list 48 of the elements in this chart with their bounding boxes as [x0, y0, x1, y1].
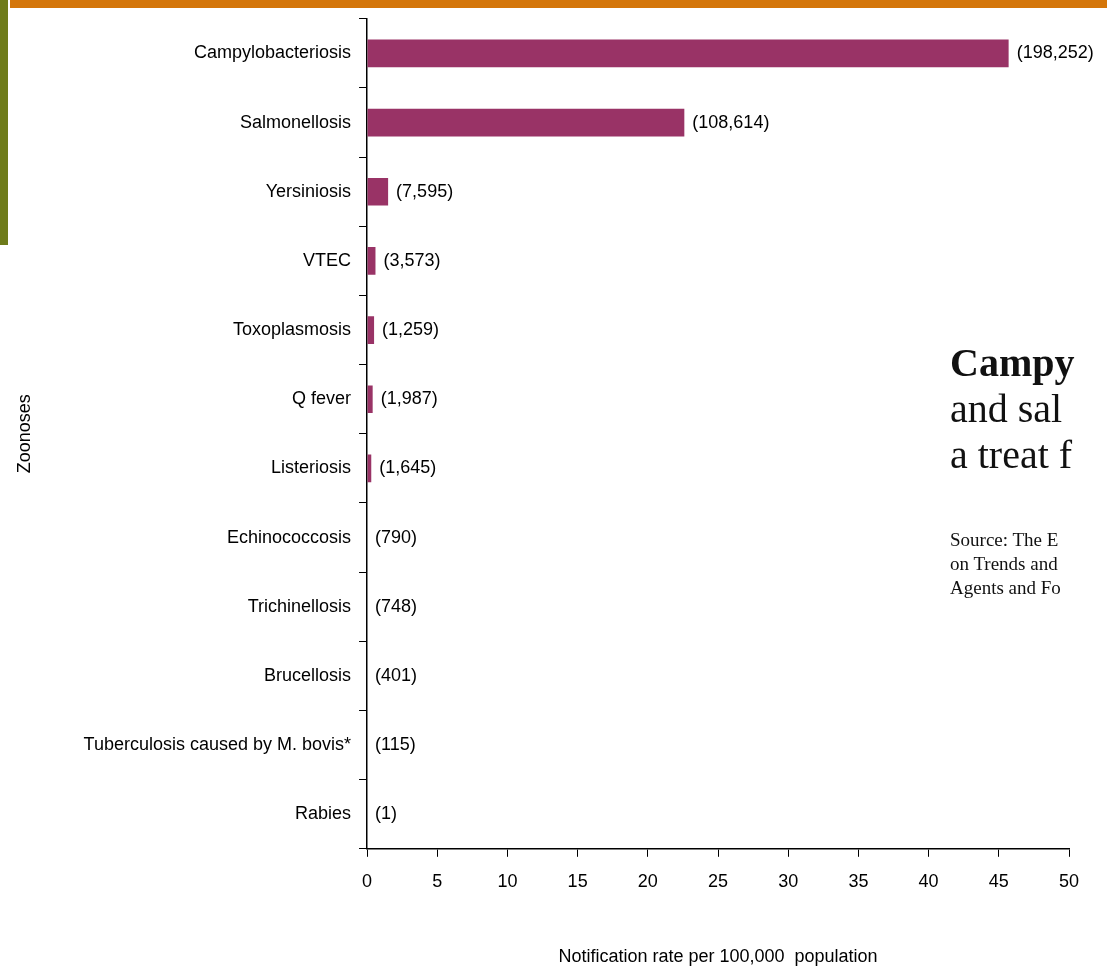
y-tick-label: Rabies: [295, 803, 352, 824]
x-tick-label: 25: [708, 870, 729, 891]
bar: [367, 385, 373, 414]
annotation: (1): [375, 803, 398, 824]
annotation: (401): [375, 664, 418, 685]
y-tick-label: Salmonellosis: [239, 111, 352, 132]
y-tick-label: Yersiniosis: [265, 180, 352, 201]
annotation: Source: The E: [950, 528, 1060, 552]
annotation: (748): [375, 595, 418, 616]
annotation: (108,614): [692, 111, 770, 132]
x-tick-label: 0: [362, 870, 373, 891]
bar: [367, 177, 389, 206]
annotation: a treat f: [950, 432, 1074, 478]
y-tick-label: Campylobacteriosis: [193, 42, 352, 63]
bar: [367, 39, 1009, 68]
y-tick-label: Brucellosis: [264, 664, 352, 685]
annotation: (1,987): [380, 388, 438, 409]
y-tick-label: Listeriosis: [271, 457, 352, 478]
annotation: (790): [375, 526, 418, 547]
annotation: (115): [375, 734, 416, 755]
x-tick-label: 5: [432, 870, 443, 891]
annotation: (7,595): [396, 180, 454, 201]
annotation: Campy: [950, 340, 1075, 386]
y-tick-label: Echinococcosis: [226, 526, 352, 547]
bar: [367, 108, 685, 137]
annotation: (3,573): [383, 249, 441, 270]
annotation: (1,259): [382, 319, 440, 340]
x-tick-label: 45: [988, 870, 1009, 891]
x-tick-label: 40: [918, 870, 939, 891]
y-tick-label: Tuberculosis caused by M. bovis*: [83, 734, 352, 755]
x-tick-label: 20: [637, 870, 658, 891]
x-tick-label: 35: [848, 870, 869, 891]
y-tick-label: Toxoplasmosis: [233, 319, 352, 340]
x-tick-label: 15: [567, 870, 588, 891]
annotation: (198,252): [1016, 42, 1094, 63]
x-tick-label: 10: [497, 870, 518, 891]
annotation: (1,645): [379, 457, 437, 478]
y-tick-label: Trichinellosis: [247, 595, 352, 616]
x-axis-title: Notification rate per 100,000 population: [558, 946, 878, 967]
y-axis-title: Zoonoses: [13, 394, 34, 474]
annotation: Agents and Fo: [950, 576, 1062, 600]
y-tick-label: VTEC: [303, 249, 352, 270]
annotation: and sal: [950, 386, 1064, 432]
bar: [367, 316, 375, 344]
y-tick-label: Q fever: [292, 388, 352, 409]
x-tick-label: 30: [778, 870, 799, 891]
annotation: on Trends and: [950, 552, 1059, 576]
x-tick-label: 50: [1058, 870, 1080, 891]
